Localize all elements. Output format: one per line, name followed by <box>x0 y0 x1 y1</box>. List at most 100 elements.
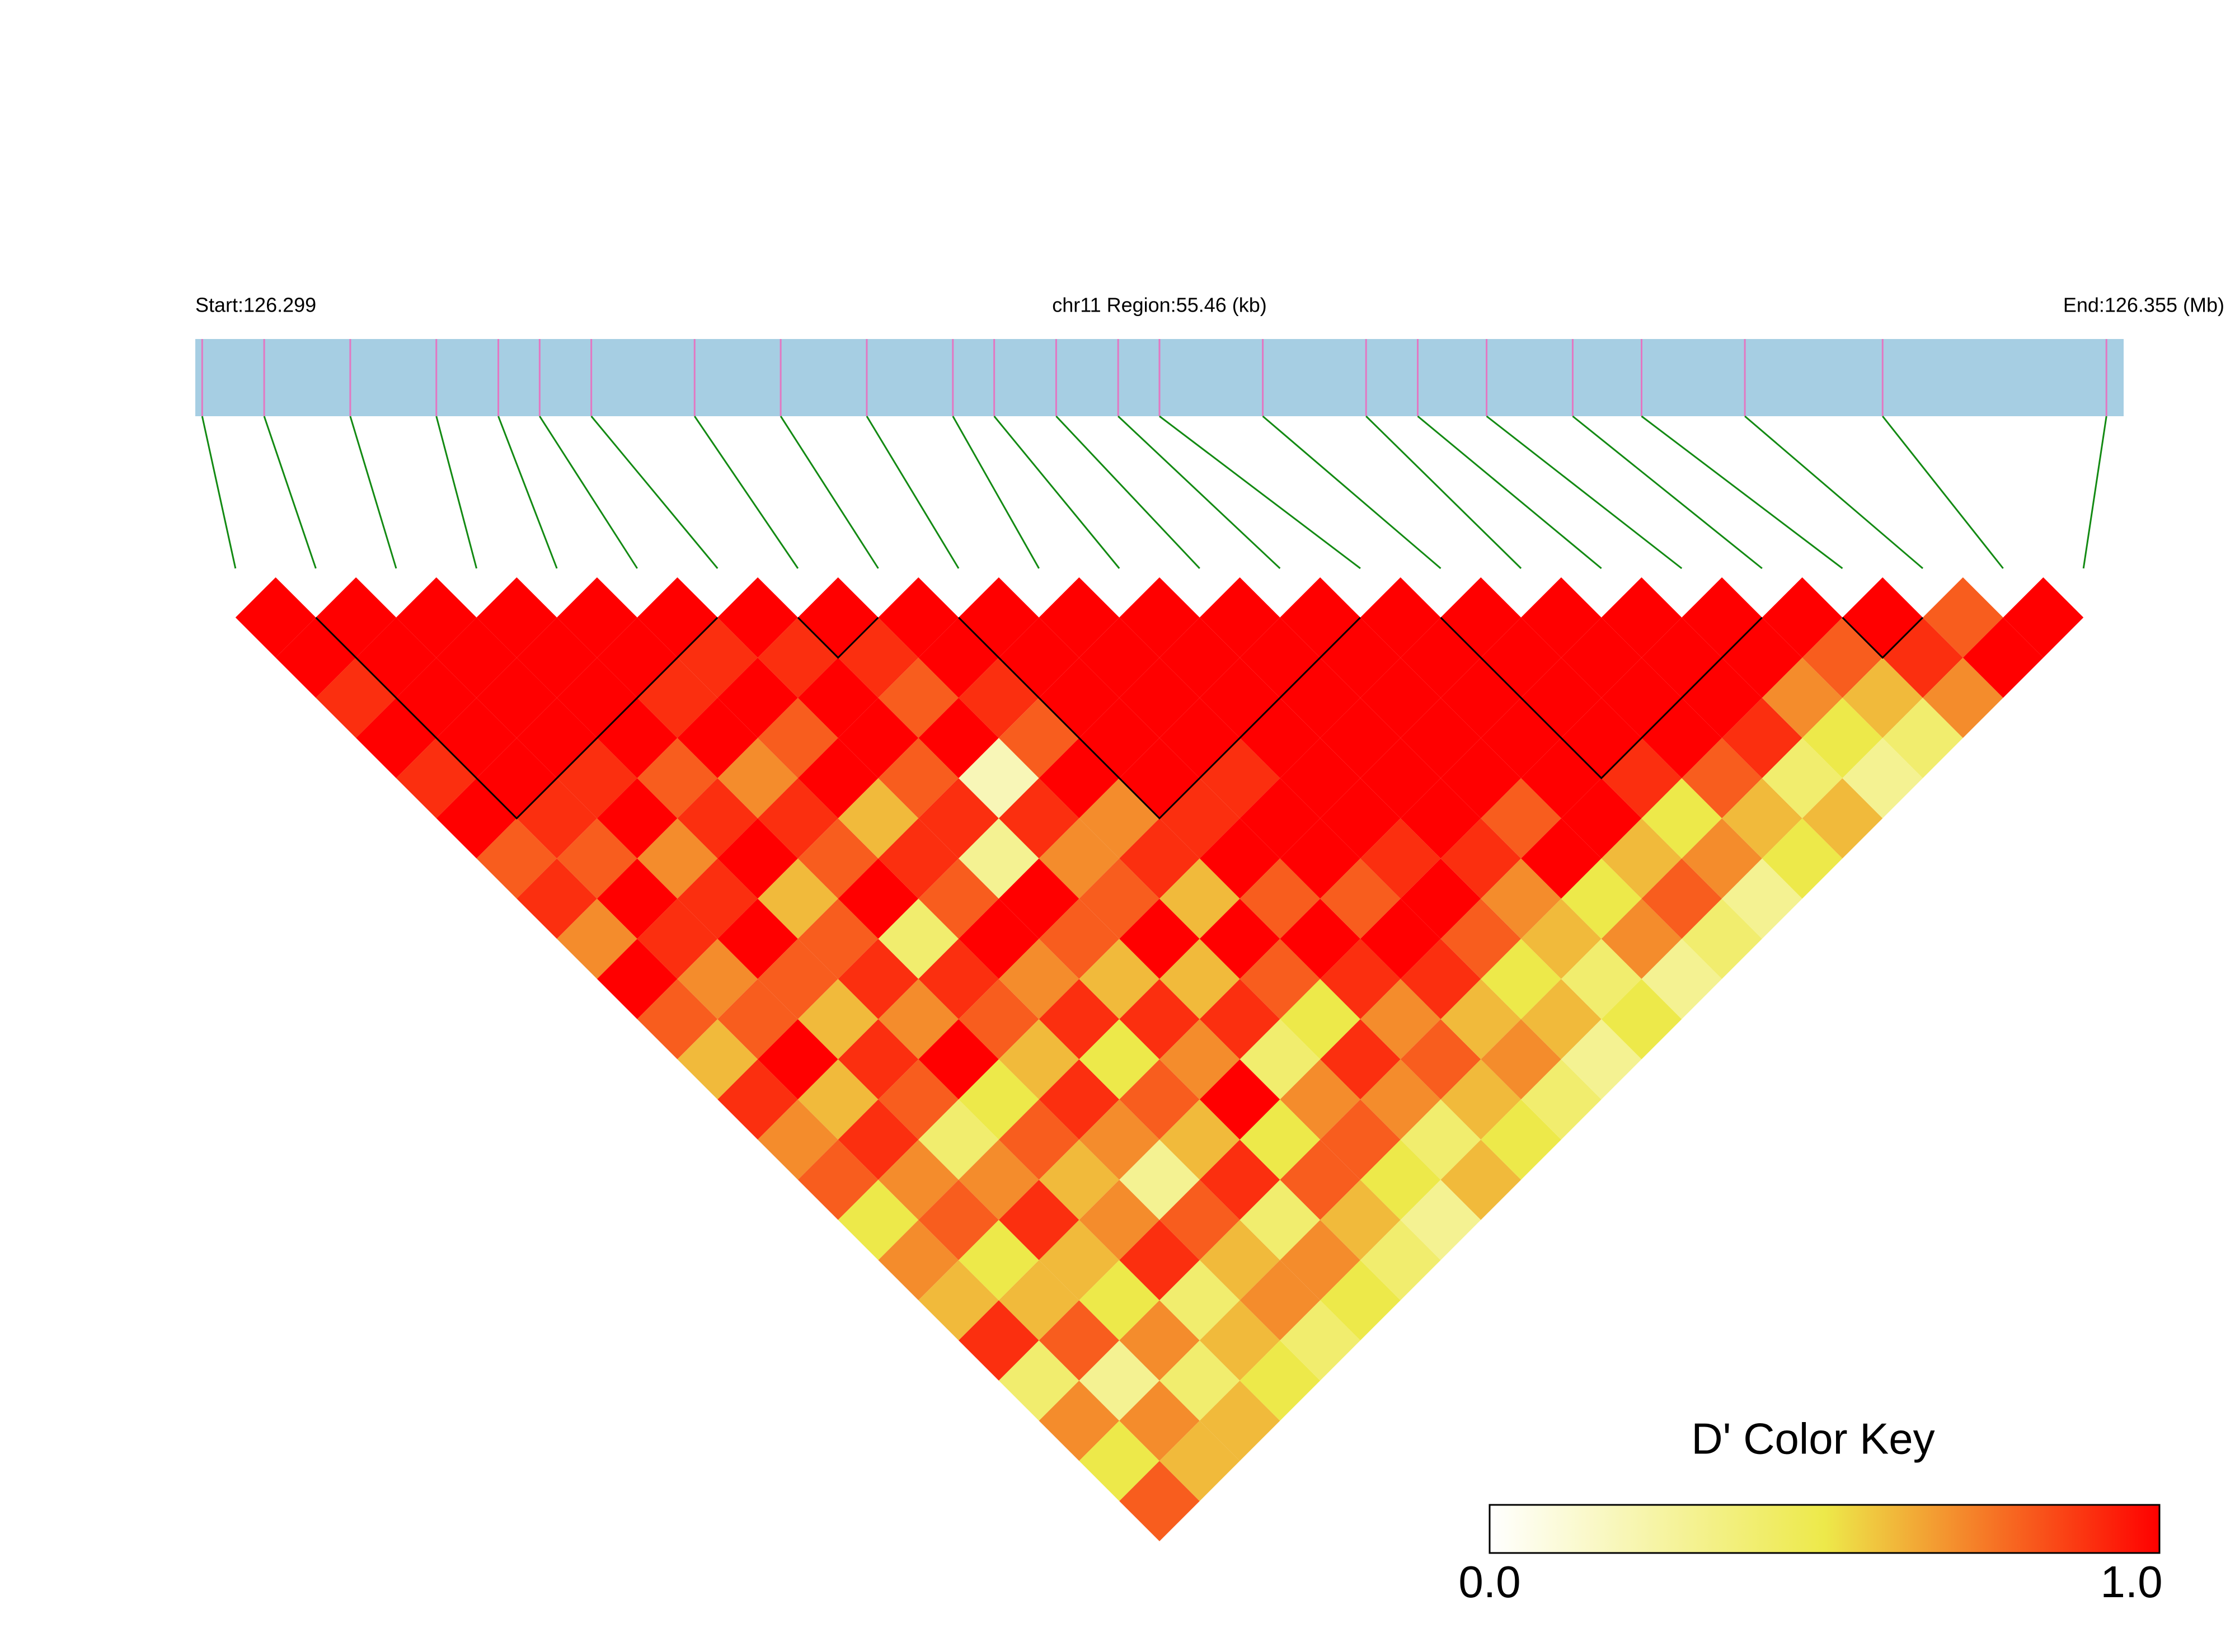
ld-cell <box>1481 698 1561 778</box>
ld-cell <box>878 738 959 818</box>
ld-cell <box>1842 657 1923 738</box>
ld-cell <box>959 1220 1039 1301</box>
ld-cell <box>717 818 798 899</box>
ld-cell <box>959 898 1039 979</box>
snp-connector <box>590 416 719 569</box>
ld-cell <box>1360 978 1441 1060</box>
ld-cell <box>1601 978 1682 1060</box>
ld-cell <box>637 818 718 899</box>
ld-cell <box>1440 1140 1522 1220</box>
ld-cell <box>476 818 557 899</box>
ld-cell <box>918 1019 999 1100</box>
ld-cell <box>1280 1140 1360 1220</box>
ld-cell <box>597 858 678 939</box>
ld-cell <box>1360 898 1441 979</box>
ld-cell <box>878 818 959 899</box>
ld-cell <box>1561 1019 1642 1100</box>
ld-cell <box>1962 617 2044 698</box>
ld-cell <box>1601 577 1682 658</box>
snp-connector <box>1486 415 1683 570</box>
ld-cell <box>998 858 1079 939</box>
ld-cell <box>878 1059 959 1140</box>
snp-connector <box>349 416 397 569</box>
snp-connector <box>780 416 879 569</box>
ld-cell <box>1360 1140 1441 1220</box>
ld-cell <box>1199 577 1280 658</box>
ld-cell <box>1079 939 1159 1019</box>
ld-cell <box>878 1140 959 1220</box>
ld-cell <box>1360 818 1441 899</box>
ld-cell <box>1481 617 1561 698</box>
ld-cell <box>717 577 798 658</box>
ld-cell <box>1802 778 1883 859</box>
ld-cell <box>2003 577 2084 658</box>
ld-cell <box>1199 978 1280 1060</box>
ld-block <box>797 616 879 659</box>
ld-cell <box>1119 657 1200 738</box>
ld-cell <box>1762 657 1843 738</box>
snp-connector <box>1055 415 1200 570</box>
snp-connector <box>952 416 1040 569</box>
ld-cell <box>717 657 798 738</box>
snp-connector <box>1262 415 1442 570</box>
end-label: End:126.355 (Mb) <box>2063 294 2224 317</box>
ld-cell <box>1601 818 1682 899</box>
ld-cell <box>797 1140 879 1220</box>
ld-cell <box>878 577 959 658</box>
ld-cell <box>1400 778 1481 859</box>
ld-cell <box>717 738 798 818</box>
color-key <box>1489 1504 2161 1554</box>
ld-cell <box>717 978 798 1060</box>
ld-cell <box>959 1059 1039 1140</box>
ld-cell <box>1923 577 2003 658</box>
start-label: Start:126.299 <box>195 294 316 317</box>
ld-cell <box>758 778 838 859</box>
ld-cell <box>1280 898 1360 979</box>
ld-cell <box>1360 1220 1441 1301</box>
ld-cell <box>1119 898 1200 979</box>
ld-cell <box>1320 1179 1401 1260</box>
ld-cell <box>959 1300 1039 1381</box>
ld-cell <box>1440 898 1522 979</box>
ld-cell <box>1239 1099 1321 1180</box>
ld-cell <box>1159 1260 1240 1341</box>
snp-connector <box>1641 415 1843 570</box>
ld-cell <box>758 698 838 778</box>
ld-cell <box>396 738 477 818</box>
ld-cell <box>1882 698 1963 778</box>
snp-connector <box>539 416 638 569</box>
snp-connector <box>1365 415 1522 570</box>
ld-cell <box>878 1220 959 1301</box>
snp-connector <box>1744 415 1924 570</box>
ld-cell <box>1561 939 1642 1019</box>
snp-connector <box>1417 415 1602 570</box>
snp-connector <box>993 416 1120 569</box>
ld-cell <box>838 1019 919 1100</box>
ld-cell <box>1119 577 1200 658</box>
snp-connector <box>1882 416 2004 569</box>
ld-cell <box>1842 738 1923 818</box>
ld-cell <box>677 778 758 859</box>
ld-cell <box>637 738 718 818</box>
ld-cell <box>717 1059 798 1140</box>
ld-cell <box>797 898 879 979</box>
ld-cell <box>1039 898 1120 979</box>
ld-cell <box>1119 1300 1200 1381</box>
ld-cell <box>1400 1019 1481 1100</box>
ld-cell <box>1521 657 1602 738</box>
ld-cell <box>878 978 959 1060</box>
ld-cell <box>1400 1179 1481 1260</box>
ld-cell <box>1320 778 1401 859</box>
ld-cell <box>1159 778 1240 859</box>
ld-cell <box>235 577 316 658</box>
ld-cell <box>1079 1260 1159 1341</box>
ld-cell <box>838 858 919 939</box>
ld-cell <box>1199 1140 1280 1220</box>
ld-cell <box>1641 939 1722 1019</box>
ld-cell <box>758 858 838 939</box>
ld-cell <box>1561 617 1642 698</box>
ld-cell <box>1360 738 1441 818</box>
ld-cell <box>878 657 959 738</box>
ld-cell <box>1199 1059 1280 1140</box>
snp-connector <box>263 416 317 569</box>
